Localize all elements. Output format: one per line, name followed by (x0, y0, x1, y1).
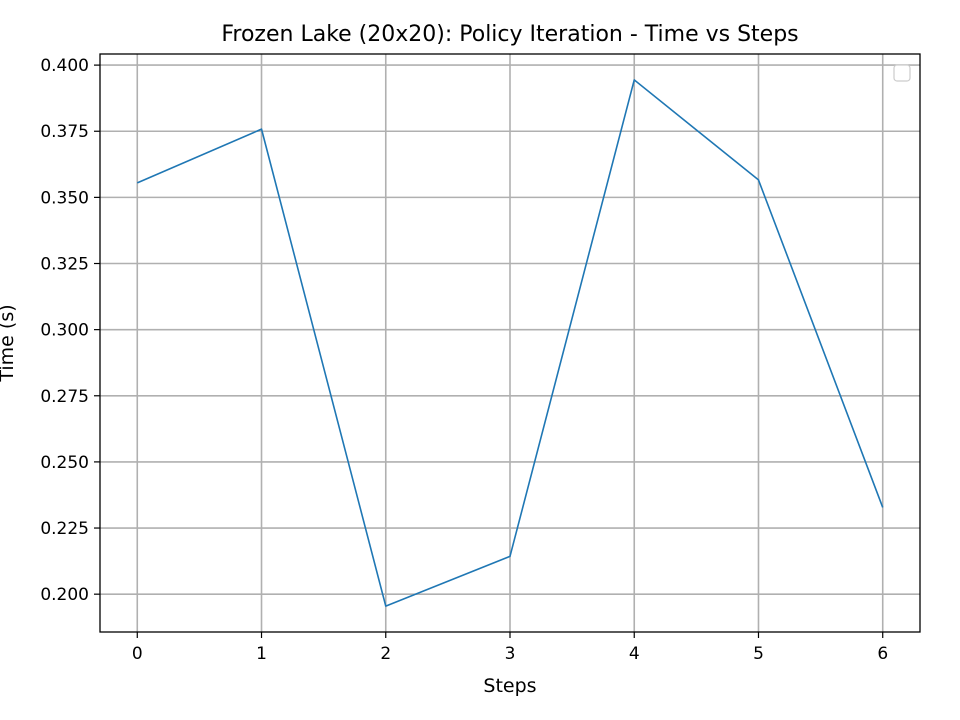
y-tick-label: 0.200 (40, 585, 89, 605)
legend-box[interactable] (893, 64, 911, 82)
x-tick-label: 3 (505, 644, 516, 664)
plot-frame (99, 53, 921, 633)
chart-title: Frozen Lake (20x20): Policy Iteration - … (221, 22, 798, 47)
x-tick-label: 4 (629, 644, 640, 664)
x-tick-label: 1 (256, 644, 267, 664)
ticks-layer: 0 1 2 3 4 5 6 0.200 0.225 0.250 0.275 0.300 0.325 0.3… (40, 56, 888, 664)
y-tick-label: 0.225 (40, 519, 89, 539)
x-tick-label: 0 (132, 644, 143, 664)
y-tick-label: 0.250 (40, 453, 89, 473)
y-tick-label: 0.325 (40, 255, 89, 275)
x-tick-label: 2 (380, 644, 391, 664)
y-tick-label: 0.275 (40, 387, 89, 407)
x-axis-label: Steps (483, 675, 536, 697)
x-tick-label: 6 (877, 644, 888, 664)
y-tick-label: 0.400 (40, 56, 89, 76)
x-tick-label: 5 (753, 644, 764, 664)
y-axis-label: Time (s) (0, 304, 18, 382)
grid-layer (100, 54, 920, 632)
y-tick-label: 0.375 (40, 122, 89, 142)
y-tick-label: 0.350 (40, 188, 89, 208)
y-tick-label: 0.300 (40, 321, 89, 341)
series-layer (136, 79, 884, 607)
